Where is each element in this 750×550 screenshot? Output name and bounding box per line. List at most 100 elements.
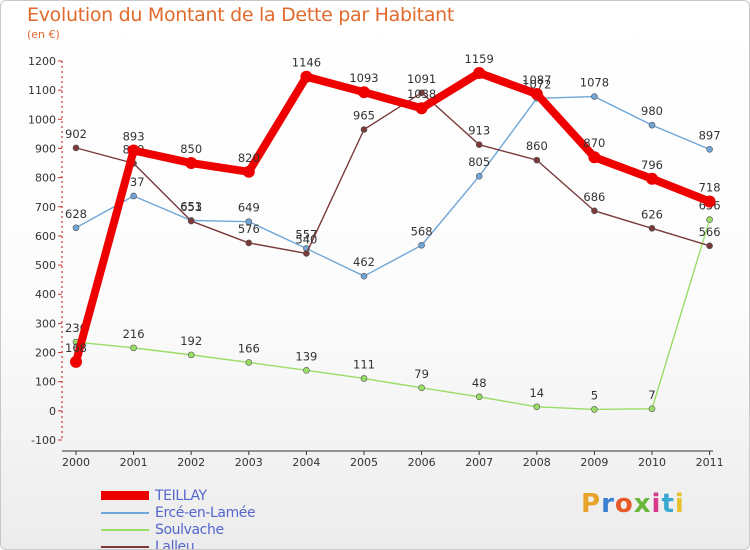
- proxiti-logo: Proxiti: [581, 489, 685, 519]
- legend-label-lalleu: Lalleu: [155, 538, 195, 550]
- value-label-lalleu-2000: 902: [65, 127, 87, 141]
- point-lalleu-2002: [187, 217, 195, 225]
- point-soulvache-2011: [706, 216, 713, 223]
- y-tick-label-400: 400: [35, 288, 56, 301]
- value-label-erc-en-lam-e-2009: 1078: [580, 76, 609, 90]
- legend-swatch-soulvache: [101, 528, 149, 531]
- point-teillay-2002: [185, 157, 198, 170]
- value-label-lalleu-2005: 965: [353, 109, 375, 123]
- x-tick-label-2003: 2003: [235, 456, 263, 469]
- value-label-soulvache-2010: 7: [648, 388, 655, 402]
- value-label-lalleu-2010: 626: [641, 207, 663, 221]
- logo-letter: i: [651, 489, 662, 519]
- logo-letter: x: [633, 489, 652, 519]
- point-soulvache-2002: [187, 351, 195, 359]
- point-erc-en-lam-e-2009: [591, 93, 598, 100]
- value-label-teillay-2003: 820: [238, 151, 260, 165]
- logo-letter: o: [614, 489, 634, 519]
- point-lalleu-2008: [533, 156, 541, 164]
- legend-item-soulvache: Soulvache: [101, 521, 255, 538]
- point-teillay-2001: [127, 144, 140, 157]
- point-lalleu-2009: [591, 207, 598, 215]
- x-tick-label-2007: 2007: [465, 456, 493, 469]
- point-soulvache-2005: [360, 375, 368, 382]
- x-tick-label-2004: 2004: [292, 456, 320, 469]
- y-tick-label-1200: 1200: [28, 55, 56, 68]
- value-label-teillay-2006: 1038: [407, 87, 436, 101]
- value-label-erc-en-lam-e-2007: 805: [468, 155, 490, 169]
- chart-unit-label: (en €): [27, 28, 60, 41]
- series-line-teillay: [72, 68, 714, 366]
- point-erc-en-lam-e-2001: [130, 192, 137, 200]
- point-soulvache-2003: [245, 359, 253, 366]
- point-lalleu-2003: [245, 239, 253, 247]
- y-tick-label-700: 700: [35, 201, 56, 214]
- value-label-soulvache-2008: 14: [529, 386, 544, 400]
- y-tick-label--100: -100: [31, 434, 56, 447]
- x-tick-label-2002: 2002: [177, 456, 205, 469]
- value-label-lalleu-2009: 686: [583, 190, 605, 204]
- legend-swatch-erc-en-lam-e: [101, 511, 149, 514]
- point-erc-en-lam-e-2000: [72, 224, 80, 232]
- value-label-soulvache-2002: 192: [180, 334, 202, 348]
- point-teillay-2006: [415, 102, 428, 115]
- value-label-erc-en-lam-e-2010: 980: [641, 104, 663, 118]
- point-lalleu-2007: [475, 141, 483, 148]
- x-tick-label-2006: 2006: [408, 456, 436, 469]
- x-tick-label-2009: 2009: [580, 456, 608, 469]
- point-soulvache-2010: [648, 405, 656, 413]
- point-teillay-2011: [703, 195, 716, 208]
- legend-item-erc-en-lam-e: Ercé-en-Lamée: [101, 504, 256, 521]
- point-soulvache-2008: [533, 403, 541, 411]
- point-teillay-2005: [358, 86, 370, 99]
- y-tick-label-0: 0: [49, 405, 56, 418]
- value-label-erc-en-lam-e-2006: 568: [411, 224, 433, 238]
- point-teillay-2010: [646, 172, 658, 185]
- legend-swatch-lalleu: [101, 545, 149, 548]
- x-tick-label-2005: 2005: [350, 456, 378, 469]
- point-lalleu-2010: [648, 225, 656, 232]
- value-label-teillay-2000: 168: [65, 341, 87, 355]
- point-erc-en-lam-e-2003: [245, 218, 253, 225]
- y-tick-label-900: 900: [35, 142, 56, 155]
- value-label-lalleu-2008: 860: [526, 139, 548, 153]
- value-label-lalleu-2006: 1091: [407, 72, 436, 86]
- legend-item-lalleu: Lalleu: [101, 538, 255, 550]
- point-lalleu-2006: [418, 89, 425, 97]
- value-label-soulvache-2005: 111: [353, 357, 375, 371]
- point-lalleu-2011: [706, 242, 713, 250]
- legend-label-soulvache: Soulvache: [155, 521, 224, 538]
- legend-label-teillay: TEILLAY: [155, 487, 207, 504]
- x-tick-label-2001: 2001: [120, 456, 148, 469]
- chart-legend: TEILLAY Ercé-en-Lamée Soulvache Lalleu: [101, 487, 256, 550]
- x-tick-label-2008: 2008: [523, 456, 551, 469]
- x-tick-label-2011: 2011: [696, 456, 724, 469]
- logo-letter: i: [674, 489, 685, 519]
- series-line-soulvache: [75, 218, 711, 411]
- point-erc-en-lam-e-2005: [360, 272, 368, 280]
- value-label-teillay-2004: 1146: [292, 56, 321, 70]
- value-label-lalleu-2007: 913: [468, 124, 490, 138]
- point-teillay-2004: [300, 70, 313, 83]
- y-tick-label-200: 200: [35, 347, 56, 360]
- point-soulvache-2004: [303, 367, 310, 374]
- y-tick-label-100: 100: [35, 376, 56, 389]
- point-erc-en-lam-e-2011: [706, 146, 713, 153]
- value-label-teillay-2007: 1159: [465, 52, 494, 66]
- point-soulvache-2001: [130, 344, 137, 352]
- y-tick-label-600: 600: [35, 230, 56, 243]
- point-erc-en-lam-e-2007: [475, 172, 483, 180]
- series-line-erc-en-lam-e: [75, 95, 711, 277]
- y-tick-label-800: 800: [35, 172, 56, 185]
- value-label-soulvache-2004: 139: [295, 349, 317, 363]
- value-label-soulvache-2006: 79: [414, 367, 429, 381]
- value-label-erc-en-lam-e-2005: 462: [353, 255, 375, 269]
- point-teillay-2000: [70, 355, 82, 368]
- legend-swatch-teillay: [101, 491, 149, 500]
- point-soulvache-2009: [591, 406, 598, 413]
- point-teillay-2009: [588, 151, 601, 164]
- chart-title: Evolution du Montant de la Dette par Hab…: [27, 4, 455, 26]
- y-tick-label-300: 300: [35, 317, 56, 330]
- value-label-soulvache-2009: 5: [591, 388, 598, 402]
- value-label-teillay-2001: 893: [123, 130, 145, 144]
